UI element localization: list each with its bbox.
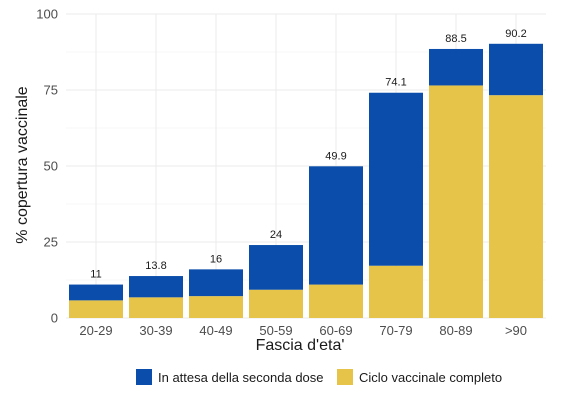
bar-total-label: 11 bbox=[90, 269, 101, 281]
x-tick-label: >90 bbox=[505, 323, 527, 338]
bar-total-label: 49.9 bbox=[325, 150, 346, 162]
x-axis-title: Fascia d'eta' bbox=[256, 337, 345, 354]
bar-completed-7 bbox=[489, 95, 543, 318]
bar-completed-5 bbox=[369, 265, 423, 318]
y-tick-label: 25 bbox=[44, 235, 58, 250]
x-tick-label: 70-79 bbox=[379, 323, 412, 338]
bar-total-label: 13.8 bbox=[145, 260, 166, 272]
bar-awaiting-6 bbox=[429, 48, 483, 86]
y-tick-label: 100 bbox=[36, 7, 58, 22]
x-tick-label: 30-39 bbox=[139, 323, 172, 338]
legend-swatch bbox=[337, 369, 353, 385]
bars bbox=[69, 43, 543, 318]
bar-completed-3 bbox=[249, 289, 303, 318]
bar-completed-6 bbox=[429, 85, 483, 318]
x-tick-label: 20-29 bbox=[79, 323, 112, 338]
bar-total-label: 90.2 bbox=[505, 28, 526, 40]
y-axis-title: % copertura vaccinale bbox=[14, 86, 31, 244]
bar-awaiting-5 bbox=[369, 92, 423, 266]
bar-awaiting-2 bbox=[189, 269, 243, 297]
bar-awaiting-4 bbox=[309, 166, 363, 285]
y-axis-ticks: 0 25 50 75 100 bbox=[36, 7, 58, 326]
x-tick-label: 50-59 bbox=[259, 323, 292, 338]
bar-awaiting-7 bbox=[489, 43, 543, 96]
x-tick-label: 80-89 bbox=[439, 323, 472, 338]
bar-completed-2 bbox=[189, 296, 243, 318]
bar-completed-1 bbox=[129, 297, 183, 318]
bar-total-label: 88.5 bbox=[445, 33, 466, 45]
bar-awaiting-0 bbox=[69, 284, 123, 301]
bar-completed-0 bbox=[69, 300, 123, 318]
data-labels: 11 13.8 16 24 49.9 74.1 88.5 90.2 bbox=[90, 28, 526, 281]
y-tick-label: 0 bbox=[51, 311, 58, 326]
x-tick-label: 60-69 bbox=[319, 323, 352, 338]
bar-completed-4 bbox=[309, 284, 363, 318]
bar-total-label: 24 bbox=[270, 229, 282, 241]
legend-label: Ciclo vaccinale completo bbox=[359, 370, 502, 385]
y-tick-label: 75 bbox=[44, 83, 58, 98]
legend: In attesa della seconda dose Ciclo vaccin… bbox=[136, 369, 502, 385]
y-tick-label: 50 bbox=[44, 159, 58, 174]
x-axis-ticks: 20-29 30-39 40-49 50-59 60-69 70-79 80-89 >90 bbox=[79, 323, 527, 338]
bar-awaiting-1 bbox=[129, 276, 183, 298]
legend-swatch bbox=[136, 369, 152, 385]
x-tick-label: 40-49 bbox=[199, 323, 232, 338]
bar-awaiting-3 bbox=[249, 245, 303, 290]
bar-total-label: 74.1 bbox=[385, 77, 406, 89]
legend-label: In attesa della seconda dose bbox=[158, 370, 324, 385]
bar-total-label: 16 bbox=[210, 253, 222, 265]
